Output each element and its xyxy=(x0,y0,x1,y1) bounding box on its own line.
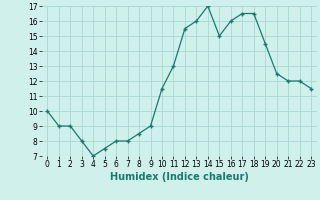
X-axis label: Humidex (Indice chaleur): Humidex (Indice chaleur) xyxy=(110,172,249,182)
